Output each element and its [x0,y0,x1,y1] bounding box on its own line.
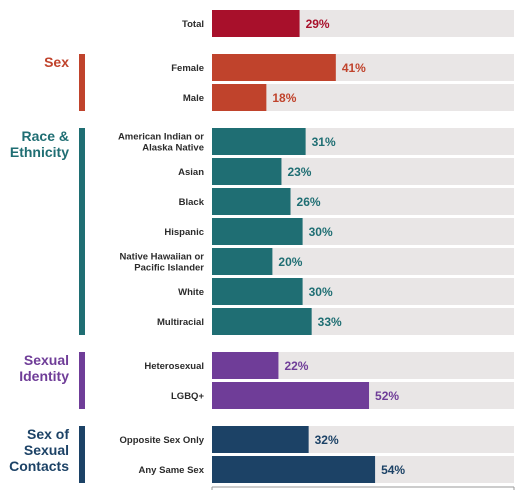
bar-value-label: 26% [297,195,321,209]
bar-value-label: 31% [312,135,336,149]
bar [212,456,376,483]
group-title-line: Contacts [9,458,69,474]
group-title-line: Sexual [24,352,69,368]
group-title: Race & Ethnicity [10,128,69,160]
group-title-line: Sex of [27,426,69,442]
category-label-line: Asian [178,167,204,178]
category-label: American Indian or Alaska Native [118,132,204,154]
group-title: Sexual Identity [19,352,69,384]
group-title-line: Race & [22,128,69,144]
bar-value-label: 30% [309,285,333,299]
category-label-line: Pacific Islander [134,263,204,274]
group-bracket [79,352,85,409]
category-label-line: Female [171,63,204,74]
category-label: Total [182,19,204,30]
bar [212,84,267,111]
category-label: Hispanic [164,227,204,238]
group-title-line: Sex [44,54,69,70]
group-bracket [79,426,85,483]
category-label-line: Native Hawaiian or [120,252,205,263]
group-bracket [79,128,85,335]
group-title: Sex of Sexual Contacts [9,426,69,474]
bar [212,278,303,305]
category-label-line: Multiracial [157,317,204,328]
bar [212,248,273,275]
category-label-line: Any Same Sex [139,465,205,476]
category-label: Opposite Sex Only [120,435,205,446]
group-title-line: Identity [19,368,69,384]
category-label-line: Total [182,19,204,30]
category-label-line: Heterosexual [144,361,204,372]
category-label: Asian [178,167,204,178]
bar [212,218,303,245]
bar-value-label: 22% [284,359,308,373]
bar-value-label: 23% [287,165,311,179]
category-label: Native Hawaiian or Pacific Islander [120,252,205,274]
category-label: White [178,287,204,298]
bar [212,352,279,379]
category-label: Male [183,93,204,104]
category-label-line: Male [183,93,204,104]
bar-value-label: 52% [375,389,399,403]
bar [212,382,370,409]
group-title: Sex [44,54,69,70]
category-label-line: Hispanic [164,227,204,238]
bar [212,54,336,81]
category-label: LGBQ+ [171,391,204,402]
bar [212,128,306,155]
category-label-line: Alaska Native [142,143,204,154]
category-label-line: Black [179,197,205,208]
bar [212,308,312,335]
category-label-line: American Indian or [118,132,204,143]
category-label-line: LGBQ+ [171,391,204,402]
bar-value-label: 54% [381,463,405,477]
bar-value-label: 41% [342,61,366,75]
bar-value-label: 29% [306,17,330,31]
category-label: Heterosexual [144,361,204,372]
category-label: Female [171,63,204,74]
category-label: Multiracial [157,317,204,328]
bar [212,426,309,453]
category-label-line: Opposite Sex Only [120,435,205,446]
bar-value-label: 33% [318,315,342,329]
group-bracket [79,54,85,111]
group-title-line: Ethnicity [10,144,69,160]
bar [212,188,291,215]
bar-value-label: 18% [272,91,296,105]
bar-value-label: 32% [315,433,339,447]
category-label: Any Same Sex [139,465,205,476]
bar [212,10,300,37]
category-label: Black [179,197,205,208]
category-label-line: White [178,287,204,298]
bar-value-label: 20% [278,255,302,269]
bar-value-label: 30% [309,225,333,239]
bar [212,158,282,185]
group-title-line: Sexual [24,442,69,458]
